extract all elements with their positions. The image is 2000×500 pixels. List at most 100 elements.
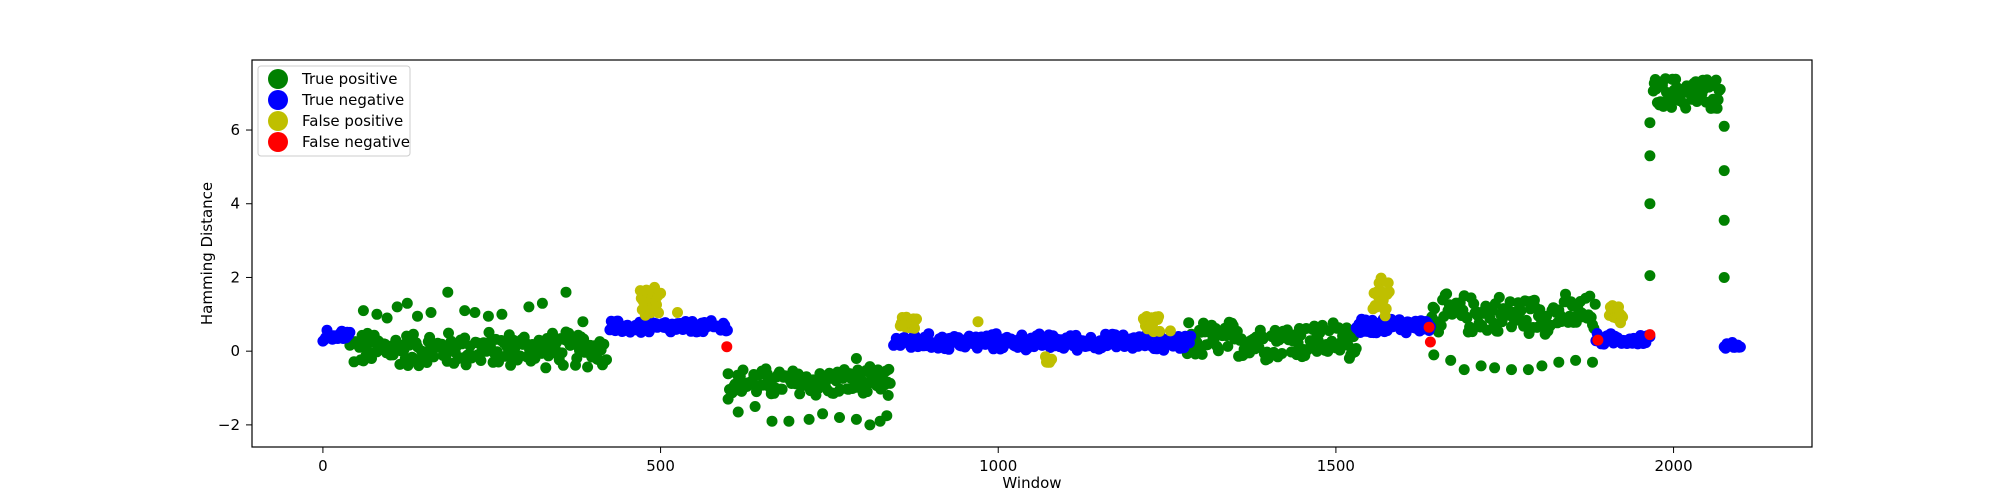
true-negative-point xyxy=(1185,330,1197,342)
true-positive-point xyxy=(1718,214,1730,226)
true-positive-point xyxy=(1712,94,1724,106)
true-positive-point xyxy=(1212,345,1224,357)
true-positive-point xyxy=(722,368,734,380)
true-positive-point xyxy=(1584,290,1596,302)
legend-marker-true-positive xyxy=(268,69,288,89)
true-positive-point xyxy=(1718,120,1730,132)
x-tick-label: 0 xyxy=(318,457,328,475)
true-positive-point xyxy=(1504,296,1516,308)
x-axis-label: Window xyxy=(1002,474,1061,492)
true-positive-point xyxy=(469,307,481,318)
true-positive-point xyxy=(1644,117,1656,129)
true-positive-point xyxy=(459,305,471,317)
true-positive-point xyxy=(381,312,393,324)
true-positive-point xyxy=(834,412,845,423)
x-tick-label: 500 xyxy=(646,457,675,475)
true-positive-point xyxy=(861,386,873,398)
true-positive-point xyxy=(1441,288,1453,300)
true-positive-point xyxy=(1350,343,1362,354)
true-positive-point xyxy=(850,353,862,364)
false-negative-point xyxy=(1423,321,1435,333)
true-positive-point xyxy=(1466,326,1478,338)
true-positive-point xyxy=(523,301,535,313)
y-tick-label: 0 xyxy=(230,342,240,360)
false-positive-point xyxy=(909,322,920,334)
true-positive-point xyxy=(722,393,734,405)
true-positive-point xyxy=(1493,291,1505,303)
plot-background xyxy=(252,60,1812,447)
true-positive-point xyxy=(1276,348,1288,359)
false-positive-point xyxy=(1380,303,1392,315)
x-tick-label: 1000 xyxy=(979,457,1017,475)
false-positive-point xyxy=(653,307,664,319)
true-positive-point xyxy=(1435,320,1447,331)
false-negative-point xyxy=(721,341,733,353)
true-negative-point xyxy=(1734,341,1746,353)
x-tick-label: 2000 xyxy=(1654,457,1692,475)
false-negative-point xyxy=(1644,329,1656,341)
false-positive-point xyxy=(1617,311,1629,323)
y-axis-label: Hamming Distance xyxy=(198,182,216,325)
true-negative-point xyxy=(721,324,733,336)
true-positive-point xyxy=(601,354,612,366)
true-positive-point xyxy=(496,308,508,320)
true-positive-point xyxy=(1534,304,1546,316)
true-positive-point xyxy=(1718,165,1730,177)
true-positive-point xyxy=(1429,303,1440,315)
false-positive-point xyxy=(672,307,683,318)
legend-marker-true-negative xyxy=(268,90,288,110)
plot-frame xyxy=(251,59,1813,448)
true-positive-point xyxy=(1458,364,1470,376)
true-positive-point xyxy=(1536,360,1548,372)
y-tick-label: 4 xyxy=(230,195,240,213)
false-positive-point xyxy=(1164,325,1176,337)
true-negative-point xyxy=(990,328,1002,340)
false-positive-point xyxy=(655,287,667,299)
true-positive-point xyxy=(391,301,403,313)
false-positive-point xyxy=(1154,325,1166,337)
false-positive-point xyxy=(911,313,922,325)
true-positive-point xyxy=(1481,324,1493,336)
true-positive-point xyxy=(1587,356,1598,368)
true-positive-point xyxy=(371,308,383,320)
true-positive-point xyxy=(1680,102,1692,114)
true-positive-point xyxy=(776,383,788,395)
true-positive-point xyxy=(1445,354,1457,366)
true-positive-point xyxy=(1522,364,1534,376)
legend-label-false-positive: False positive xyxy=(302,112,403,130)
false-positive-point xyxy=(644,307,656,319)
true-positive-point xyxy=(412,310,423,322)
true-positive-point xyxy=(536,297,548,309)
true-positive-point xyxy=(1570,354,1582,366)
true-positive-point xyxy=(766,415,778,427)
true-positive-point xyxy=(1492,325,1504,337)
true-positive-point xyxy=(401,297,413,309)
true-positive-point xyxy=(732,406,744,418)
true-positive-point xyxy=(1428,349,1440,361)
true-positive-point xyxy=(556,347,568,359)
true-positive-point xyxy=(1718,272,1730,283)
true-negative-point xyxy=(344,326,356,338)
legend-marker-false-positive xyxy=(268,111,288,131)
legend: True positive True negative False positi… xyxy=(257,65,411,157)
true-positive-point xyxy=(428,351,440,363)
true-positive-point xyxy=(1644,150,1656,162)
true-positive-point xyxy=(560,286,572,298)
true-positive-point xyxy=(1183,317,1195,329)
true-positive-point xyxy=(1196,348,1208,360)
true-positive-point xyxy=(1644,270,1656,282)
legend-marker-false-negative xyxy=(268,132,288,152)
true-positive-point xyxy=(1714,83,1726,95)
true-positive-point xyxy=(882,389,894,401)
false-negative-point xyxy=(1424,336,1436,348)
true-positive-point xyxy=(1553,356,1565,368)
legend-label-true-negative: True negative xyxy=(301,91,404,109)
true-positive-point xyxy=(1333,322,1345,334)
true-positive-point xyxy=(582,361,594,373)
true-positive-point xyxy=(884,377,896,389)
true-positive-point xyxy=(1489,362,1501,374)
true-positive-point xyxy=(1644,198,1656,210)
true-positive-point xyxy=(598,338,610,350)
x-tick-label: 1500 xyxy=(1317,457,1355,475)
